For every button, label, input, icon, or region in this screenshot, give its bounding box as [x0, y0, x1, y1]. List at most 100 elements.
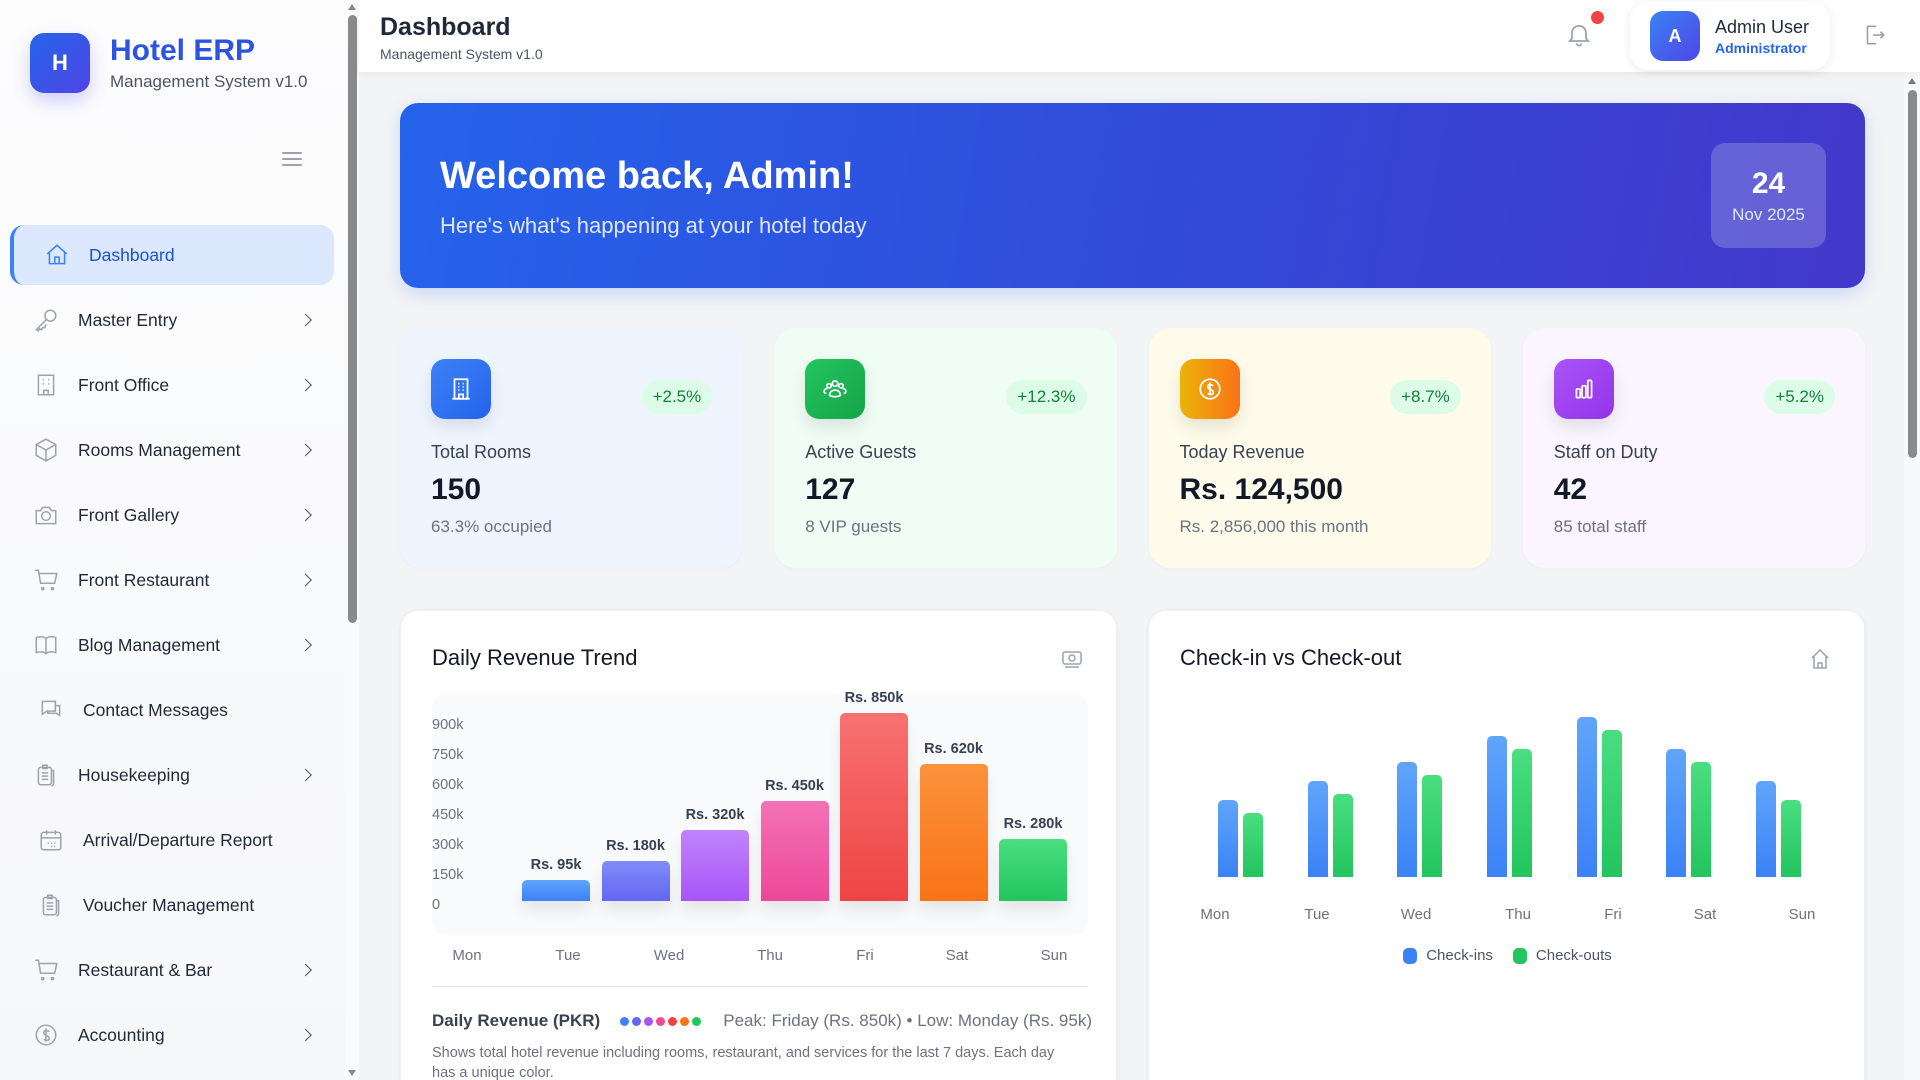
legend-item-checkouts[interactable]: Check-outs	[1512, 947, 1612, 964]
sidebar-item-front-restaurant[interactable]: Front Restaurant	[10, 550, 334, 610]
bar[interactable]: Rs. 180k	[601, 838, 670, 901]
date-badge: 24 Nov 2025	[1711, 143, 1826, 248]
sidebar-item-label: Housekeeping	[78, 764, 190, 785]
sidebar-item-front-office[interactable]: Front Office	[10, 355, 334, 415]
cash-icon[interactable]	[1060, 647, 1086, 673]
main-scrollbar-thumb[interactable]	[1908, 90, 1917, 458]
checkin-bar	[1218, 800, 1238, 877]
checkout-bar	[1512, 749, 1532, 877]
sidebar-item-label: Contact Messages	[83, 699, 228, 720]
chevron-right-icon	[299, 1028, 312, 1042]
bar-group[interactable]	[1487, 701, 1533, 877]
bar-rect	[760, 801, 829, 901]
sidebar-item-contact-messages[interactable]: Contact Messages	[10, 680, 334, 740]
color-dot	[680, 1016, 690, 1026]
sidebar-item-label: Master Entry	[78, 309, 178, 330]
hamburger-icon	[282, 152, 302, 154]
stat-card-staff-on-duty[interactable]: +5.2% Staff on Duty 42 85 total staff	[1522, 328, 1865, 568]
bar-group[interactable]	[1218, 701, 1264, 877]
sidebar-item-rooms-management[interactable]: Rooms Management	[10, 420, 334, 480]
bar-value-label: Rs. 95k	[530, 857, 582, 873]
x-tick: Sun	[1040, 947, 1068, 964]
color-dot	[632, 1016, 642, 1026]
stat-card-total-rooms[interactable]: +2.5% Total Rooms 150 63.3% occupied	[400, 328, 743, 568]
color-dot	[656, 1016, 666, 1026]
scroll-up-arrow-icon[interactable]	[348, 4, 356, 10]
stat-card-today-revenue[interactable]: +8.7% Today Revenue Rs. 124,500 Rs. 2,85…	[1148, 328, 1491, 568]
bar[interactable]: Rs. 850k	[840, 690, 908, 901]
legend-label: Check-ins	[1426, 947, 1493, 964]
bar-value-label: Rs. 850k	[844, 690, 904, 706]
sidebar-item-label: Front Restaurant	[78, 569, 210, 590]
bar-rect	[681, 830, 749, 901]
sidebar-item-voucher-management[interactable]: Voucher Management	[10, 875, 334, 935]
revenue-legend: Daily Revenue (PKR) Peak: Friday (Rs. 85…	[432, 1011, 1092, 1031]
scroll-up-arrow-icon[interactable]	[1908, 78, 1916, 84]
y-tick: 300k	[432, 837, 464, 853]
building-icon	[32, 371, 60, 399]
chevron-right-icon	[299, 573, 312, 587]
sidebar-scrollbar[interactable]	[345, 0, 359, 1080]
checkin-bar	[1397, 761, 1417, 877]
home-icon[interactable]	[1808, 647, 1834, 673]
x-tick: Wed	[1400, 906, 1432, 923]
chevron-right-icon	[299, 443, 312, 457]
bar[interactable]: Rs. 620k	[919, 741, 988, 901]
x-tick: Fri	[856, 947, 874, 964]
sidebar-item-restaurant-bar[interactable]: Restaurant & Bar	[10, 940, 334, 1000]
bar-group[interactable]	[1308, 701, 1354, 877]
main-scrollbar[interactable]	[1904, 72, 1920, 1080]
legend-swatch	[1403, 947, 1418, 964]
chevron-right-icon	[299, 963, 312, 977]
bar-rect	[919, 763, 988, 901]
x-tick: Sat	[1693, 906, 1717, 923]
bar[interactable]: Rs. 95k	[522, 857, 590, 901]
bar-group[interactable]	[1756, 701, 1802, 877]
y-tick: 450k	[432, 807, 464, 823]
stats-row: +2.5% Total Rooms 150 63.3% occupied +12…	[400, 328, 1865, 568]
stat-value: 127	[805, 473, 856, 506]
checkout-bar	[1243, 813, 1263, 877]
stat-card-active-guests[interactable]: +12.3% Active Guests 127 8 VIP guests	[774, 328, 1117, 568]
sidebar-item-housekeeping[interactable]: Housekeeping	[10, 745, 334, 805]
chevron-right-icon	[299, 378, 312, 392]
sidebar-item-accounting[interactable]: Accounting	[10, 1005, 334, 1065]
x-tick: Tue	[555, 947, 581, 964]
bar[interactable]: Rs. 450k	[760, 778, 829, 901]
stat-value: 150	[431, 473, 482, 506]
sidebar-item-dashboard[interactable]: Dashboard	[10, 225, 334, 285]
checkout-bar	[1422, 774, 1442, 877]
x-tick: Sat	[945, 947, 969, 964]
cart-icon	[32, 566, 60, 594]
checkout-bar	[1781, 800, 1801, 877]
chevron-right-icon	[299, 508, 312, 522]
bar[interactable]: Rs. 280k	[999, 816, 1067, 901]
sidebar-item-arrival-departure-report[interactable]: Arrival/Departure Report	[10, 810, 334, 870]
scroll-down-arrow-icon[interactable]	[348, 1070, 356, 1076]
clipboard-icon	[32, 761, 60, 789]
bar-value-label: Rs. 450k	[765, 778, 824, 795]
checkin-bar	[1577, 717, 1597, 877]
camera-icon	[32, 501, 60, 529]
bar-group[interactable]	[1397, 701, 1443, 877]
sidebar-scrollbar-thumb[interactable]	[347, 15, 357, 623]
bar-value-label: Rs. 180k	[606, 838, 665, 855]
x-tick: Fri	[1604, 906, 1622, 923]
stat-label: Total Rooms	[431, 442, 532, 462]
checkout-bar	[1691, 761, 1711, 877]
sidebar-item-label: Voucher Management	[83, 894, 255, 915]
welcome-subtitle: Here's what's happening at your hotel to…	[440, 213, 867, 238]
menu-toggle-button[interactable]	[280, 150, 304, 168]
legend-item-checkins[interactable]: Check-ins	[1403, 947, 1493, 964]
user-menu[interactable]: A Admin User Administrator	[1630, 2, 1830, 70]
change-badge: +8.7%	[1390, 380, 1461, 414]
bar-group[interactable]	[1577, 701, 1623, 877]
bar[interactable]: Rs. 320k	[681, 807, 749, 901]
sidebar-item-blog-management[interactable]: Blog Management	[10, 615, 334, 675]
sidebar-item-master-entry[interactable]: Master Entry	[10, 290, 334, 350]
bar-group[interactable]	[1666, 701, 1712, 877]
sidebar-item-front-gallery[interactable]: Front Gallery	[10, 485, 334, 545]
notifications-button[interactable]	[1565, 20, 1595, 50]
color-dot	[644, 1016, 654, 1026]
logout-button[interactable]	[1861, 22, 1889, 50]
